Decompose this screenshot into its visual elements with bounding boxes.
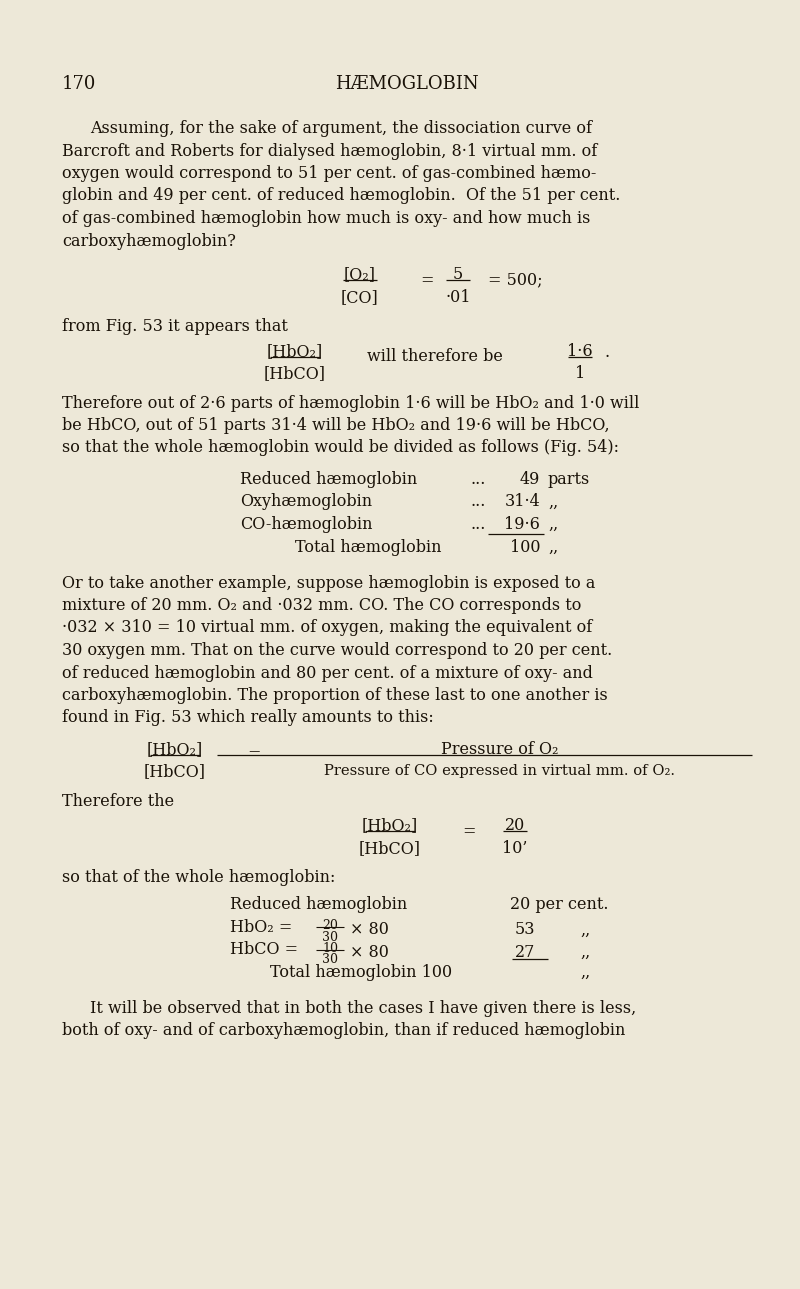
Text: Reduced hæmoglobin: Reduced hæmoglobin: [240, 470, 418, 489]
Text: × 80: × 80: [350, 922, 389, 938]
Text: oxygen would correspond to 51 per cent. of gas-combined hæmo-: oxygen would correspond to 51 per cent. …: [62, 165, 596, 182]
Text: found in Fig. 53 which really amounts to this:: found in Fig. 53 which really amounts to…: [62, 709, 434, 727]
Text: ,,: ,,: [580, 944, 590, 962]
Text: 30 oxygen mm. That on the curve would correspond to 20 per cent.: 30 oxygen mm. That on the curve would co…: [62, 642, 612, 659]
Text: Assuming, for the sake of argument, the dissociation curve of: Assuming, for the sake of argument, the …: [90, 120, 592, 137]
Text: ·032 × 310 = 10 virtual mm. of oxygen, making the equivalent of: ·032 × 310 = 10 virtual mm. of oxygen, m…: [62, 620, 592, 637]
Text: Total hæmoglobin: Total hæmoglobin: [295, 539, 442, 556]
Text: [O₂]: [O₂]: [344, 267, 376, 284]
Text: 1·6: 1·6: [567, 343, 593, 360]
Text: HbCO =: HbCO =: [230, 941, 303, 958]
Text: carboxyhæmoglobin?: carboxyhæmoglobin?: [62, 232, 236, 250]
Text: 20: 20: [505, 817, 525, 834]
Text: Pressure of CO expressed in virtual mm. of O₂.: Pressure of CO expressed in virtual mm. …: [325, 763, 675, 777]
Text: so that the whole hæmoglobin would be divided as follows (Fig. 54):: so that the whole hæmoglobin would be di…: [62, 440, 619, 456]
Text: will therefore be: will therefore be: [367, 348, 503, 365]
Text: ·01: ·01: [446, 289, 470, 305]
Text: of gas-combined hæmoglobin how much is oxy- and how much is: of gas-combined hæmoglobin how much is o…: [62, 210, 590, 227]
Text: HbO₂ =: HbO₂ =: [230, 919, 298, 936]
Text: carboxyhæmoglobin. The proportion of these last to one another is: carboxyhæmoglobin. The proportion of the…: [62, 687, 608, 704]
Text: =: =: [462, 822, 475, 840]
Text: from Fig. 53 it appears that: from Fig. 53 it appears that: [62, 318, 288, 335]
Text: mixture of 20 mm. O₂ and ·032 mm. CO. The CO corresponds to: mixture of 20 mm. O₂ and ·032 mm. CO. Th…: [62, 597, 582, 614]
Text: Reduced hæmoglobin: Reduced hæmoglobin: [230, 896, 407, 913]
Text: of reduced hæmoglobin and 80 per cent. of a mixture of oxy- and: of reduced hæmoglobin and 80 per cent. o…: [62, 665, 593, 682]
Text: Therefore out of 2·6 parts of hæmoglobin 1·6 will be HbO₂ and 1·0 will: Therefore out of 2·6 parts of hæmoglobin…: [62, 394, 639, 411]
Text: 49: 49: [520, 470, 540, 489]
Text: Oxyhæmoglobin: Oxyhæmoglobin: [240, 494, 372, 510]
Text: = 500;: = 500;: [488, 272, 542, 289]
Text: ,,: ,,: [548, 539, 558, 556]
Text: ...: ...: [470, 494, 486, 510]
Text: both of oxy- and of carboxyhæmoglobin, than if reduced hæmoglobin: both of oxy- and of carboxyhæmoglobin, t…: [62, 1022, 626, 1039]
Text: 10’: 10’: [502, 840, 528, 857]
Text: 30: 30: [322, 931, 338, 944]
Text: Total hæmoglobin 100: Total hæmoglobin 100: [270, 964, 452, 981]
Text: Therefore the: Therefore the: [62, 793, 174, 809]
Text: [HbO₂]: [HbO₂]: [362, 817, 418, 834]
Text: 20: 20: [322, 919, 338, 932]
Text: It will be observed that in both the cases I have given there is less,: It will be observed that in both the cas…: [90, 1000, 636, 1017]
Text: so that of the whole hæmoglobin:: so that of the whole hæmoglobin:: [62, 869, 335, 887]
Text: [CO]: [CO]: [341, 289, 379, 305]
Text: =: =: [247, 746, 261, 763]
Text: be HbCO, out of 51 parts 31·4 will be HbO₂ and 19·6 will be HbCO,: be HbCO, out of 51 parts 31·4 will be Hb…: [62, 418, 610, 434]
Text: ,,: ,,: [580, 964, 590, 981]
Text: Pressure of O₂: Pressure of O₂: [442, 741, 558, 758]
Text: .: .: [604, 344, 609, 361]
Text: 10: 10: [322, 942, 338, 955]
Text: =: =: [420, 272, 434, 289]
Text: CO-hæmoglobin: CO-hæmoglobin: [240, 516, 373, 532]
Text: 53: 53: [515, 922, 535, 938]
Text: 170: 170: [62, 75, 96, 93]
Text: [HbCO]: [HbCO]: [264, 365, 326, 383]
Text: 19·6: 19·6: [504, 516, 540, 532]
Text: [HbCO]: [HbCO]: [359, 840, 421, 857]
Text: Barcroft and Roberts for dialysed hæmoglobin, 8·1 virtual mm. of: Barcroft and Roberts for dialysed hæmogl…: [62, 143, 598, 160]
Text: × 80: × 80: [350, 944, 389, 962]
Text: [HbO₂]: [HbO₂]: [147, 741, 203, 758]
Text: ,,: ,,: [548, 516, 558, 532]
Text: [HbCO]: [HbCO]: [144, 763, 206, 781]
Text: parts: parts: [548, 470, 590, 489]
Text: globin and 49 per cent. of reduced hæmoglobin.  Of the 51 per cent.: globin and 49 per cent. of reduced hæmog…: [62, 187, 620, 205]
Text: ,,: ,,: [580, 922, 590, 938]
Text: 31·4: 31·4: [504, 494, 540, 510]
Text: 5: 5: [453, 267, 463, 284]
Text: ...: ...: [470, 470, 486, 489]
Text: 20 per cent.: 20 per cent.: [510, 896, 609, 913]
Text: Or to take another example, suppose hæmoglobin is exposed to a: Or to take another example, suppose hæmo…: [62, 575, 595, 592]
Text: ...: ...: [470, 516, 486, 532]
Text: ,,: ,,: [548, 494, 558, 510]
Text: 30: 30: [322, 953, 338, 967]
Text: 27: 27: [515, 944, 535, 962]
Text: HÆMOGLOBIN: HÆMOGLOBIN: [335, 75, 479, 93]
Text: [HbO₂]: [HbO₂]: [267, 343, 323, 360]
Text: 1: 1: [575, 365, 585, 383]
Text: 100: 100: [510, 539, 540, 556]
